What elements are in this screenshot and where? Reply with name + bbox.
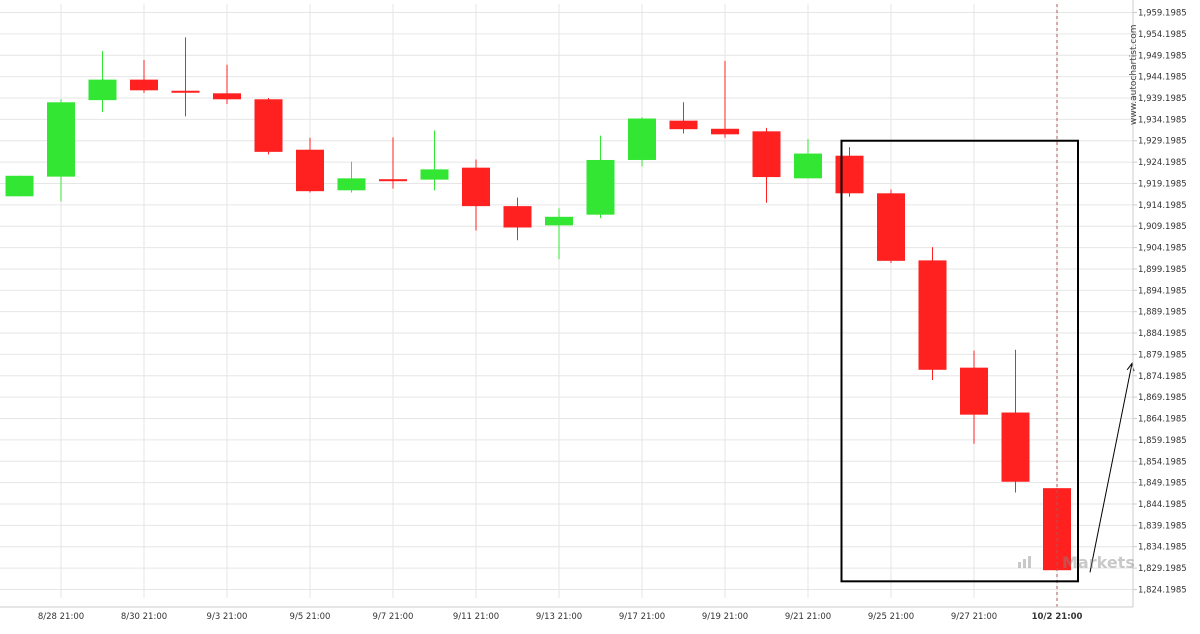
- candle-body: [379, 179, 407, 182]
- y-tick-label: 1,899.1985: [1138, 265, 1187, 275]
- candle-body: [420, 169, 449, 180]
- x-tick-label: 9/13 21:00: [536, 612, 582, 622]
- y-axis: 1,959.1985 1,954.1985 1,949.1985 1,944.1985…: [1132, 0, 1187, 607]
- candle-body: [586, 159, 615, 215]
- candle-body: [47, 102, 75, 177]
- y-tick-label: 1,849.1985: [1138, 479, 1187, 489]
- y-tick-label: 1,884.1985: [1138, 329, 1187, 339]
- candle-body: [130, 79, 158, 91]
- candle-body: [918, 260, 947, 370]
- x-tick-label: 8/28 21:00: [38, 612, 84, 622]
- candle-body: [5, 175, 34, 197]
- x-tick-label: 9/21 21:00: [785, 612, 831, 622]
- y-tick-label: 1,944.1985: [1138, 73, 1187, 83]
- y-tick-label: 1,939.1985: [1138, 94, 1187, 104]
- y-tick-label: 1,879.1985: [1138, 350, 1187, 360]
- y-tick-label: 1,854.1985: [1138, 457, 1187, 467]
- y-tick-label: 1,914.1985: [1138, 201, 1187, 211]
- watermark-text: www.autochartist.com: [1129, 24, 1139, 125]
- x-tick-label: 9/7 21:00: [373, 612, 414, 622]
- y-tick-label: 1,829.1985: [1138, 564, 1187, 574]
- candle-body: [877, 193, 905, 261]
- candle-body: [628, 118, 656, 160]
- candle-body: [669, 120, 698, 130]
- candles: [5, 37, 1071, 571]
- projection-arrow-line: [1089, 363, 1133, 573]
- x-tick-label: 9/3 21:00: [207, 612, 248, 622]
- candle-body: [88, 79, 117, 101]
- markets-logo: Markets: [1018, 553, 1135, 572]
- x-axis: 8/28 21:00 8/30 21:00 9/3 21:00 9/5 21:00 9/…: [0, 606, 1133, 622]
- grid-lines: [0, 4, 1133, 598]
- y-tick-label: 1,954.1985: [1138, 30, 1187, 40]
- candle-body: [213, 93, 241, 100]
- candle-body: [254, 99, 283, 152]
- logo-bar-2: [1023, 559, 1026, 568]
- logo-text: Markets: [1062, 553, 1135, 572]
- logo-bar-3: [1028, 556, 1031, 568]
- y-tick-label: 1,824.1985: [1138, 585, 1187, 595]
- y-tick-label: 1,949.1985: [1138, 51, 1187, 61]
- y-tick-label: 1,909.1985: [1138, 222, 1187, 232]
- x-tick-label: 9/19 21:00: [702, 612, 748, 622]
- candle-body: [171, 90, 200, 93]
- x-tick-label: 9/17 21:00: [619, 612, 665, 622]
- y-tick-label: 1,844.1985: [1138, 500, 1187, 510]
- y-tick-label: 1,929.1985: [1138, 137, 1187, 147]
- x-tick-label: 9/5 21:00: [290, 612, 331, 622]
- x-tick-label: 10/2 21:00: [1032, 612, 1083, 622]
- y-tick-label: 1,864.1985: [1138, 415, 1187, 425]
- x-tick-label: 9/11 21:00: [453, 612, 499, 622]
- candle-body: [835, 155, 864, 194]
- pattern-box: [840, 139, 1079, 583]
- y-tick-label: 1,959.1985: [1138, 9, 1187, 19]
- y-tick-label: 1,894.1985: [1138, 286, 1187, 296]
- y-tick-label: 1,889.1985: [1138, 308, 1187, 318]
- y-tick-label: 1,839.1985: [1138, 521, 1187, 531]
- overlays: [840, 4, 1135, 607]
- candle-body: [337, 178, 366, 191]
- y-tick-label: 1,919.1985: [1138, 179, 1187, 189]
- y-tick-label: 1,904.1985: [1138, 244, 1187, 254]
- candle-body: [794, 153, 822, 179]
- x-tick-label: 8/30 21:00: [121, 612, 167, 622]
- candle-body: [296, 149, 324, 192]
- logo-bar-1: [1018, 562, 1021, 568]
- y-tick-label: 1,834.1985: [1138, 543, 1187, 553]
- candle-body: [503, 206, 532, 228]
- y-tick-label: 1,934.1985: [1138, 115, 1187, 125]
- y-tick-label: 1,869.1985: [1138, 393, 1187, 403]
- y-tick-label: 1,874.1985: [1138, 372, 1187, 382]
- candle-body: [752, 131, 781, 178]
- candle-body: [545, 216, 573, 226]
- y-tick-label: 1,859.1985: [1138, 436, 1187, 446]
- candle-body: [462, 167, 490, 207]
- x-tick-label: 9/25 21:00: [868, 612, 914, 622]
- y-tick-label: 1,924.1985: [1138, 158, 1187, 168]
- candle-body: [1001, 412, 1030, 482]
- candle-body: [711, 128, 739, 135]
- candle-body: [960, 367, 988, 415]
- x-tick-label: 9/27 21:00: [951, 612, 997, 622]
